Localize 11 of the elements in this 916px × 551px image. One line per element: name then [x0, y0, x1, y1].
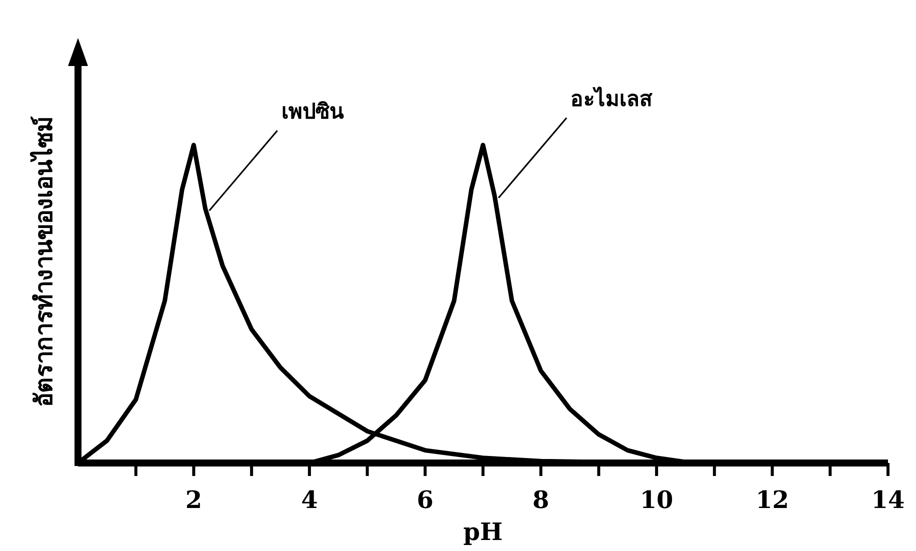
x-axis-title: pH	[463, 517, 503, 546]
x-tick-label: 14	[871, 485, 905, 514]
x-tick-label: 6	[416, 485, 434, 514]
x-tick-label: 12	[756, 485, 789, 514]
text: อะไมเลส	[570, 86, 653, 111]
x-tick-label: 2	[185, 485, 202, 514]
x-tick-label: 10	[640, 485, 674, 514]
x-tick-label: 4	[301, 485, 318, 514]
x-tick-label: 8	[532, 485, 550, 514]
y-axis-title: อัตราการทำงานของเอนไซม์	[29, 116, 58, 407]
text: เพปซิน	[281, 100, 344, 124]
